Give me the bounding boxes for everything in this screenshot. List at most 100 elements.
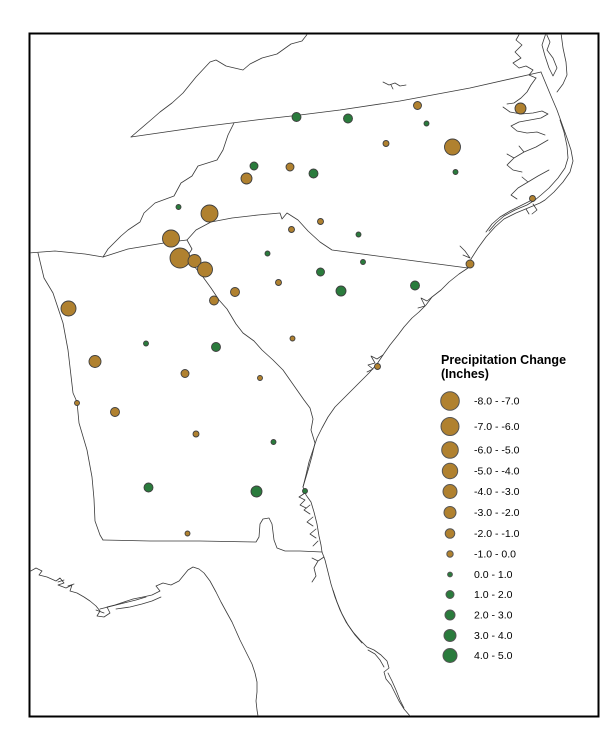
legend-item: -3.0 - -2.0 [443, 506, 520, 519]
precip-increase-marker [291, 112, 302, 122]
precip-decrease-marker [209, 295, 219, 306]
atlantic-coastline [302, 71, 574, 716]
precip-increase-marker [410, 280, 420, 291]
legend-symbol-decrease [441, 441, 459, 459]
legend-item-label: -8.0 - -7.0 [474, 396, 520, 408]
legend-symbol-decrease [442, 484, 458, 499]
legend-symbol-increase [444, 609, 456, 621]
precip-decrease-marker [110, 407, 120, 417]
precip-increase-marker [264, 250, 271, 257]
precip-decrease-marker [192, 430, 200, 438]
precip-increase-marker [143, 482, 154, 493]
legend-item-label: -7.0 - -6.0 [474, 421, 520, 433]
precip-increase-marker [355, 231, 362, 238]
legend-item-label: 1.0 - 2.0 [474, 589, 513, 601]
kerr-lake [382, 81, 407, 90]
legend-symbol-decrease [441, 462, 459, 480]
st-johns-river [311, 556, 325, 583]
legend-item: -8.0 - -7.0 [440, 391, 520, 411]
precip-decrease-marker [413, 101, 422, 110]
precip-decrease-marker [187, 254, 202, 268]
legend-item-label: 3.0 - 4.0 [474, 630, 513, 642]
precip-increase-marker [343, 113, 353, 124]
cape-fear-river [459, 245, 471, 259]
precip-decrease-marker [60, 300, 77, 317]
legend-item-label: -5.0 - -4.0 [474, 466, 520, 478]
legend-item: -2.0 - -1.0 [444, 528, 520, 540]
precip-increase-marker [360, 259, 366, 265]
gulf-coastline [30, 566, 259, 716]
ga-al-border [37, 252, 104, 541]
fl-lagoon [332, 589, 405, 709]
legend-symbol-decrease [440, 391, 460, 411]
legend-item: -4.0 - -3.0 [442, 484, 520, 499]
precip-increase-marker [335, 285, 347, 297]
legend-item-label: 4.0 - 5.0 [474, 650, 513, 662]
legend-item: 4.0 - 5.0 [442, 648, 513, 663]
precip-decrease-marker [200, 204, 219, 223]
apalachicola-spit [95, 596, 162, 614]
va-nc-border [130, 71, 542, 138]
legend-title-line1: Precipitation Change [441, 353, 566, 367]
precip-decrease-marker [514, 102, 527, 115]
precip-decrease-marker [382, 140, 390, 147]
precip-decrease-marker [257, 375, 263, 381]
nc-sc-border [186, 212, 469, 269]
legend-item-label: -1.0 - 0.0 [474, 549, 516, 561]
legend-item: 3.0 - 4.0 [443, 629, 513, 642]
precip-decrease-marker [197, 261, 213, 278]
charleston-harbor [366, 354, 384, 373]
precip-decrease-marker [162, 229, 180, 248]
precip-increase-marker [308, 168, 319, 179]
precip-increase-marker [250, 485, 263, 498]
tn-ga-border [30, 250, 104, 258]
neuse-river [510, 169, 550, 200]
precip-decrease-marker [444, 138, 461, 156]
legend-item-label: 0.0 - 1.0 [474, 569, 513, 581]
legend-symbol-increase [442, 648, 458, 663]
pamlico-river [506, 139, 549, 173]
legend-symbol-decrease [446, 550, 454, 558]
legend-items: -8.0 - -7.0 -7.0 - -6.0 -6.0 - -5.0 -5.0 - … [440, 391, 520, 663]
precip-decrease-marker [180, 369, 190, 378]
map-frame [28, 32, 600, 718]
legend-item: -6.0 - -5.0 [441, 441, 520, 459]
legend-item-label: 2.0 - 3.0 [474, 610, 513, 622]
precip-decrease-marker [240, 172, 253, 185]
va-west-border [130, 34, 308, 138]
precip-decrease-marker [529, 195, 536, 202]
coastlines [30, 34, 574, 716]
legend-symbol-increase [445, 590, 455, 599]
outer-banks-sound-side [488, 119, 569, 232]
legend-item: -7.0 - -6.0 [440, 417, 520, 436]
precip-decrease-marker [88, 355, 102, 368]
legend-item: -1.0 - 0.0 [446, 549, 516, 561]
legend-symbol-increase [447, 571, 453, 578]
precip-decrease-marker [184, 530, 191, 537]
precip-decrease-marker [285, 162, 295, 172]
winyah-bay [417, 296, 433, 309]
georgia-sea-islands [298, 492, 319, 547]
tn-nc-border [102, 122, 235, 258]
legend: Precipitation Change (Inches) -8.0 - -7.… [440, 353, 566, 663]
precip-decrease-marker [317, 218, 324, 225]
eastern-shore [541, 34, 558, 77]
precip-increase-marker [316, 267, 325, 277]
precip-decrease-marker [374, 363, 381, 370]
nc-inner-coast [485, 200, 531, 233]
legend-item-label: -2.0 - -1.0 [474, 528, 520, 540]
legend-item-label: -3.0 - -2.0 [474, 507, 520, 519]
precip-increase-marker [143, 340, 149, 347]
precip-decrease-marker [465, 259, 475, 269]
precip-increase-marker [452, 169, 459, 175]
precip-decrease-marker [288, 226, 295, 233]
legend-item-label: -4.0 - -3.0 [474, 486, 520, 498]
legend-symbol-decrease [440, 417, 460, 436]
precip-increase-marker [423, 120, 430, 127]
albemarle-north-shore [506, 77, 537, 105]
legend-title-line2: (Inches) [441, 367, 489, 381]
legend-symbol-decrease [444, 528, 456, 539]
precip-decrease-marker [275, 279, 282, 286]
precip-decrease-marker [74, 400, 80, 406]
